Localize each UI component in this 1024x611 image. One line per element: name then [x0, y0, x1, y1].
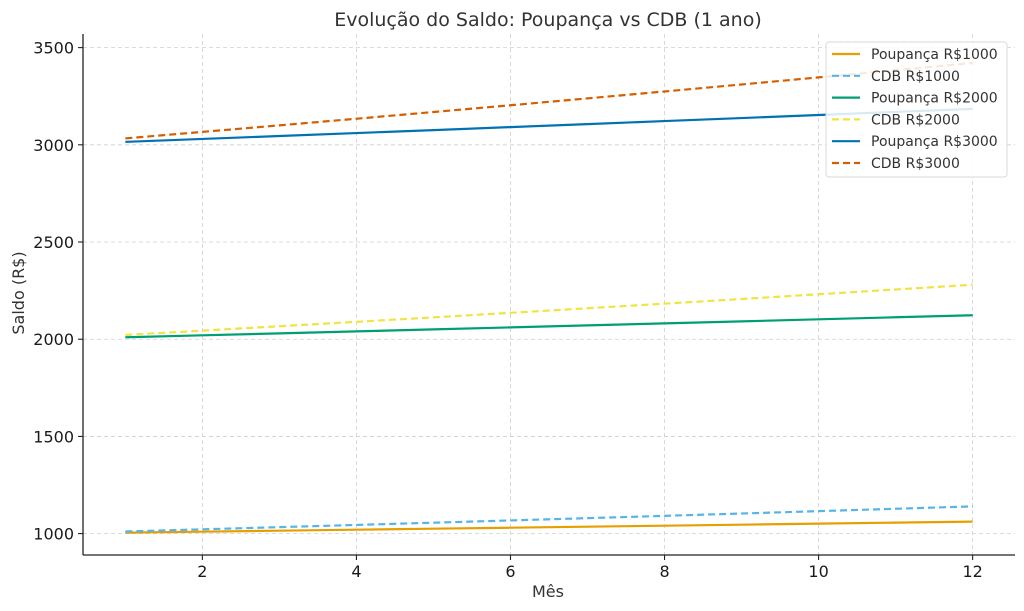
legend-label-3: CDB R$2000 — [871, 112, 960, 128]
y-axis-label: Saldo (R$) — [9, 251, 28, 334]
legend-label-0: Poupança R$1000 — [871, 47, 998, 63]
series-line-2 — [125, 314, 973, 339]
series-line-1 — [125, 505, 973, 533]
y-tick-label: 3000 — [33, 136, 74, 155]
y-tick-label: 3500 — [33, 39, 74, 58]
legend-label-1: CDB R$1000 — [871, 69, 960, 85]
x-axis-label: Mês — [532, 582, 564, 601]
x-tick-label: 12 — [962, 562, 982, 581]
axes — [82, 34, 1015, 556]
legend: Poupança R$1000 CDB R$1000 Poupança R$2000… — [825, 41, 1008, 178]
x-tick-label: 10 — [808, 562, 828, 581]
y-tick-label: 1000 — [33, 525, 74, 544]
y-tick-label: 2500 — [33, 233, 74, 252]
y-tick-label: 2000 — [33, 330, 74, 349]
legend-label-5: CDB R$3000 — [871, 156, 960, 172]
series-line-0 — [125, 520, 973, 534]
legend-box — [825, 41, 1008, 178]
ticks: 2 4 6 8 10 12 1000 1500 2000 2500 3000 3500 — [33, 39, 983, 581]
y-tick-label: 1500 — [33, 427, 74, 446]
legend-label-2: Poupança R$2000 — [871, 91, 998, 107]
x-tick-label: 4 — [351, 562, 361, 581]
legend-label-4: Poupança R$3000 — [871, 134, 998, 150]
x-tick-label: 8 — [659, 562, 669, 581]
chart-title: Evolução do Saldo: Poupança vs CDB (1 an… — [334, 9, 762, 31]
x-tick-label: 6 — [505, 562, 515, 581]
x-tick-label: 2 — [197, 562, 207, 581]
series-line-3 — [125, 283, 973, 337]
